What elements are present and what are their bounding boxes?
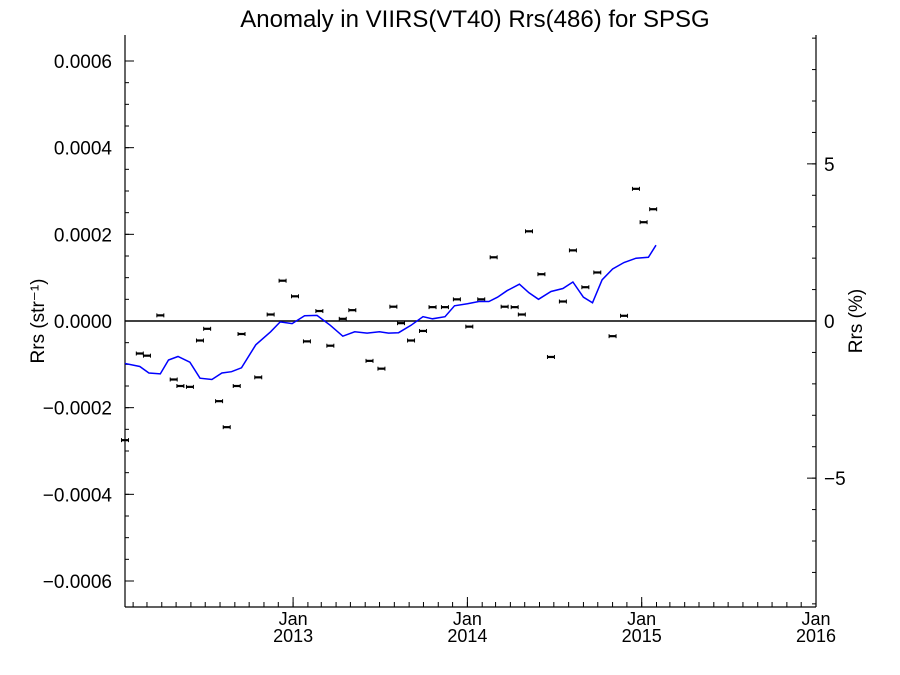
- x-tick-label-month: Jan: [627, 609, 656, 629]
- data-point: [195, 338, 204, 343]
- data-point: [631, 186, 640, 191]
- data-point: [377, 366, 386, 371]
- y-tick-label-right: 5: [824, 155, 835, 176]
- x-tick-label-month: Jan: [801, 609, 830, 629]
- data-point: [452, 297, 461, 302]
- data-point: [537, 272, 546, 277]
- y-tick-label-left: 0.0004: [54, 139, 113, 160]
- data-point: [278, 278, 287, 283]
- y-tick-label-left: 0.0002: [54, 225, 112, 246]
- data-point: [254, 375, 263, 380]
- data-point: [135, 351, 144, 356]
- y-tick-label-left: −0.0004: [43, 485, 113, 506]
- data-point: [639, 220, 648, 225]
- data-point: [169, 377, 178, 382]
- data-point: [465, 324, 474, 329]
- data-point: [326, 343, 335, 348]
- data-point: [185, 384, 194, 389]
- data-point: [477, 297, 486, 302]
- data-point: [593, 270, 602, 275]
- data-point: [237, 332, 246, 336]
- data-point: [176, 384, 185, 388]
- y-axis-label-left: Rrs (str⁻¹): [28, 279, 49, 364]
- data-point: [142, 353, 151, 358]
- x-tick-label-year: 2016: [796, 626, 836, 646]
- y-axis-label-right: Rrs (%): [846, 289, 867, 353]
- y-tick-label-left: 0.0000: [54, 312, 112, 333]
- data-point: [315, 309, 324, 314]
- data-point: [407, 338, 416, 343]
- data-point: [222, 425, 231, 430]
- x-tick-label-month: Jan: [279, 609, 308, 629]
- data-point: [215, 399, 224, 404]
- y-tick-label-right: 0: [824, 312, 835, 333]
- data-point: [156, 313, 165, 318]
- data-point: [568, 248, 577, 253]
- data-point: [418, 328, 427, 333]
- chart-title: Anomaly in VIIRS(VT40) Rrs(486) for SPSG: [240, 6, 709, 33]
- y-tick-label-right: −5: [824, 469, 846, 490]
- data-point: [232, 384, 241, 388]
- data-point: [510, 305, 519, 310]
- data-point: [428, 305, 437, 310]
- y-tick-label-left: −0.0006: [43, 572, 112, 593]
- data-point: [397, 321, 406, 326]
- data-point: [440, 305, 449, 310]
- data-point: [517, 312, 526, 317]
- x-tick-label-year: 2013: [273, 626, 313, 646]
- data-point: [121, 438, 129, 443]
- data-point: [608, 334, 617, 339]
- data-point: [620, 313, 629, 318]
- data-point: [365, 358, 374, 363]
- data-point: [524, 229, 533, 234]
- data-point: [348, 308, 357, 313]
- x-tick-label-month: Jan: [453, 609, 482, 629]
- data-point: [581, 285, 590, 290]
- anomaly-line: [124, 244, 657, 381]
- x-tick-label-year: 2015: [622, 626, 662, 646]
- y-tick-label-left: 0.0006: [54, 52, 112, 73]
- data-point: [500, 304, 509, 309]
- y-tick-label-left: −0.0002: [43, 399, 112, 420]
- data-point: [338, 316, 347, 321]
- data-point: [302, 339, 311, 344]
- data-point: [489, 255, 498, 260]
- x-tick-label-year: 2014: [447, 626, 487, 646]
- data-point: [558, 299, 567, 304]
- data-point: [291, 294, 300, 299]
- data-point: [649, 207, 658, 212]
- data-point: [546, 354, 555, 359]
- data-point: [389, 304, 398, 309]
- data-point: [203, 326, 212, 331]
- data-point: [266, 312, 275, 317]
